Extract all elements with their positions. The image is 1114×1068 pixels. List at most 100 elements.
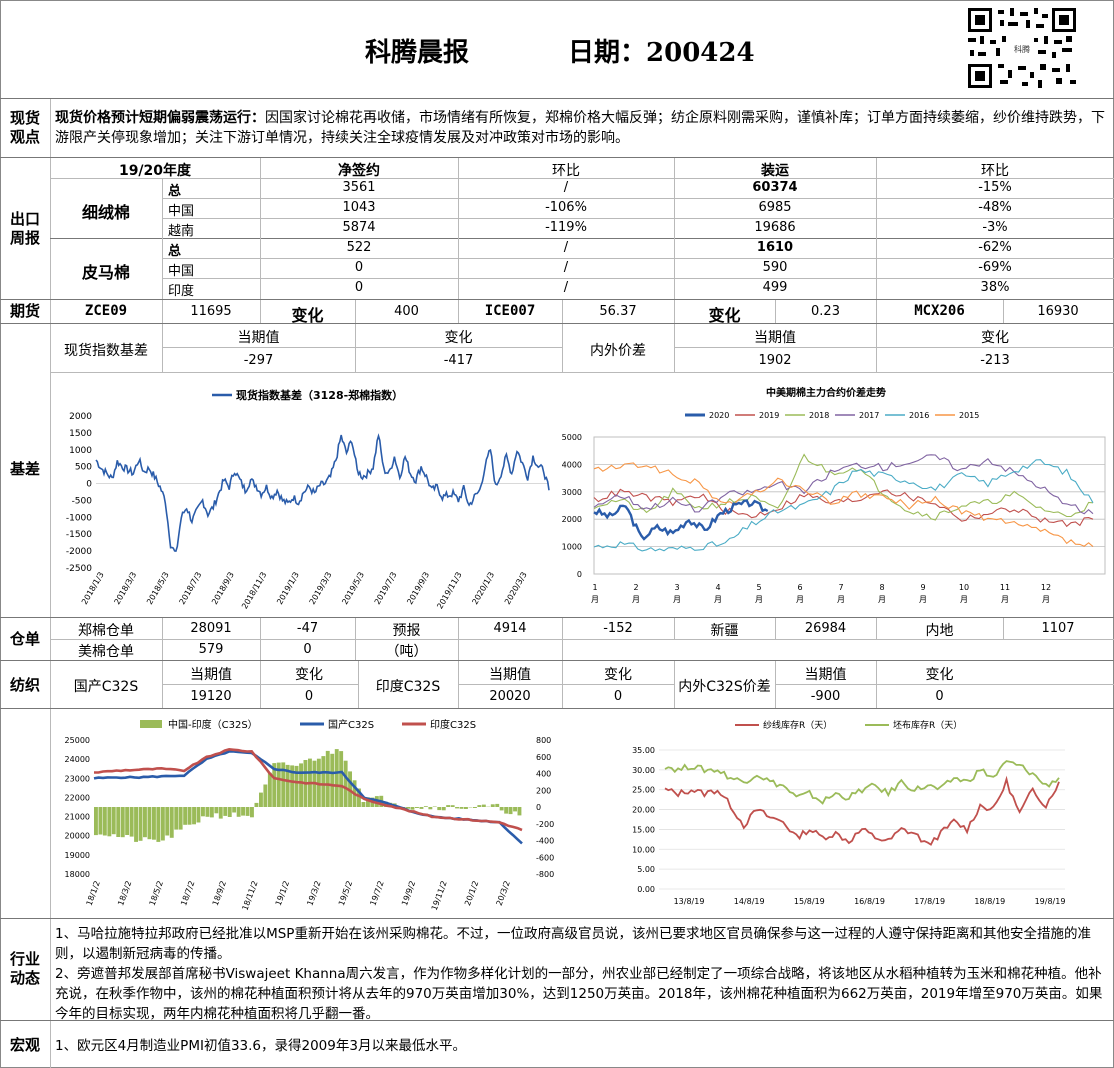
bar-diff bbox=[357, 788, 361, 807]
basis-spot-change: -417 bbox=[443, 353, 474, 368]
bar-diff bbox=[517, 807, 522, 816]
x-tick-label: 2018/7/3 bbox=[178, 571, 204, 607]
bar-diff bbox=[107, 807, 112, 837]
y-tick-label: 1000 bbox=[562, 543, 582, 552]
y-tick-label-left: 18000 bbox=[65, 870, 90, 879]
table-cell: 1610 bbox=[756, 240, 794, 255]
date-label: 日期： bbox=[568, 38, 647, 68]
legend-label: 2018 bbox=[809, 411, 829, 420]
table-cell: / bbox=[563, 260, 569, 275]
svg-text:科腾: 科腾 bbox=[1014, 44, 1030, 54]
yarn-current-label-2: 当期值 bbox=[489, 667, 531, 683]
x-tick-label: 20/1/2 bbox=[463, 880, 480, 907]
y-tick-label: 500 bbox=[75, 463, 92, 473]
section-label-futures: 期货 bbox=[9, 302, 40, 320]
bar-diff bbox=[415, 807, 419, 808]
bar-diff bbox=[437, 807, 442, 811]
x-tick-label: 2018/3/3 bbox=[113, 571, 139, 607]
bar-diff bbox=[152, 807, 156, 840]
spot-body: 因国家讨论棉花再收储，市场情绪有所恢复，郑棉价格大幅反弹；纺企原料刚需采购，谨慎… bbox=[55, 110, 1105, 146]
legend-label: 2019 bbox=[759, 411, 779, 420]
x-tick-label: 2019/1/3 bbox=[275, 571, 301, 607]
warehouse-xinjiang-value: 26984 bbox=[804, 621, 847, 636]
table-cell: / bbox=[563, 240, 569, 255]
spot-headline: 现货价格预计短期偏弱震荡运行： bbox=[55, 110, 265, 126]
bar-diff bbox=[343, 760, 348, 807]
bar-diff bbox=[464, 807, 468, 809]
chart-spot-basis: 现货指数基差（3128-郑棉指数） 2000 1500 1000 500 0 -500 -1… bbox=[66, 388, 550, 611]
export-col-mom-2: 环比 bbox=[981, 163, 1009, 179]
bar-diff bbox=[138, 807, 143, 841]
futures-mcx-price: 16930 bbox=[1037, 304, 1079, 319]
bar-diff bbox=[455, 807, 459, 809]
bar-diff bbox=[263, 784, 268, 807]
bar-diff bbox=[481, 804, 486, 807]
x-tick-label: 2019/9/3 bbox=[405, 571, 431, 607]
basis-current-label-1: 当期值 bbox=[237, 330, 280, 346]
y-tick-label-left: 19000 bbox=[65, 851, 90, 860]
bar-diff bbox=[490, 804, 495, 807]
bar-diff bbox=[477, 805, 482, 807]
x-tick-label: 10 月 bbox=[959, 583, 969, 604]
y-tick-label-right: 400 bbox=[536, 770, 551, 779]
warehouse-us-value: 579 bbox=[198, 642, 224, 657]
chart-yarn-price: 中国-印度（C32S） 国产C32S 印度C32S 25000 24000 23000 2… bbox=[65, 718, 555, 912]
bar-diff bbox=[254, 802, 259, 807]
bar-diff bbox=[339, 751, 344, 807]
y-tick-label: 10.00 bbox=[632, 845, 655, 854]
y-tick-label: 1000 bbox=[69, 446, 92, 456]
yarn-domestic-label: 国产C32S bbox=[73, 679, 139, 695]
bar-diff bbox=[196, 807, 201, 823]
table-cell: 中国 bbox=[168, 264, 195, 279]
export-group-pima: 皮马棉 bbox=[81, 263, 130, 282]
table-cell: 总 bbox=[168, 184, 182, 199]
y-tick-label-right: 600 bbox=[536, 753, 551, 762]
bar-diff bbox=[250, 807, 254, 818]
yarn-change-label-2: 变化 bbox=[604, 667, 632, 683]
bar-diff bbox=[432, 806, 437, 807]
basis-spread-change: -213 bbox=[980, 353, 1010, 368]
x-tick-label: 18/5/2 bbox=[148, 880, 165, 907]
table-cell: 6985 bbox=[758, 200, 792, 215]
table-cell: 590 bbox=[762, 260, 788, 275]
bar-diff bbox=[201, 807, 205, 817]
y-tick-label: 4000 bbox=[562, 460, 582, 469]
bar-diff bbox=[366, 797, 370, 807]
table-cell: -48% bbox=[978, 200, 1012, 215]
x-tick-label: 2018/11/3 bbox=[240, 571, 268, 611]
legend-label: 中国-印度（C32S） bbox=[168, 718, 258, 731]
section-label-export: 出口 周报 bbox=[9, 210, 40, 247]
x-tick-label: 19/9/2 bbox=[400, 880, 417, 907]
chart-us-china-spread: 中美期棉主力合约价差走势 2020 2019 2018 2017 2016 2015 50… bbox=[562, 386, 1106, 604]
table-cell: -106% bbox=[545, 200, 587, 215]
y-tick-label-left: 22000 bbox=[65, 793, 90, 802]
yarn-india-change: 0 bbox=[613, 689, 623, 704]
industry-news-2: 2、旁遮普邦发展部首席秘书Viswajeet Khanna周六发言，作为作物多样… bbox=[55, 966, 1103, 1022]
bar-diff bbox=[227, 807, 232, 817]
warehouse-zce-value: 28091 bbox=[190, 621, 232, 636]
y-tick-label: 1500 bbox=[69, 429, 92, 439]
bar-diff bbox=[508, 807, 513, 815]
y-tick-label: 35.00 bbox=[632, 746, 655, 755]
bar-diff bbox=[156, 807, 161, 842]
series-line-yarn bbox=[664, 775, 1060, 846]
bar-diff bbox=[330, 753, 335, 807]
futures-zce-change: 400 bbox=[394, 304, 419, 319]
basis-spot-current: -297 bbox=[243, 353, 274, 368]
bar-diff bbox=[116, 807, 121, 837]
y-tick-label: 25.00 bbox=[632, 786, 655, 795]
legend-label: 印度C32S bbox=[430, 718, 476, 731]
x-tick-label: 2018/9/3 bbox=[210, 571, 236, 607]
section-label-warehouse: 仓单 bbox=[9, 630, 40, 648]
bar-diff bbox=[321, 756, 326, 807]
bar-diff bbox=[134, 807, 138, 842]
x-tick-label: 16/8/19 bbox=[854, 897, 885, 906]
y-tick-label-right: 0 bbox=[536, 803, 541, 812]
bar-diff bbox=[285, 764, 290, 807]
table-cell: 38% bbox=[980, 280, 1010, 295]
chart-title: 中美期棉主力合约价差走势 bbox=[766, 386, 886, 399]
basis-change-label-1: 变化 bbox=[444, 330, 473, 346]
